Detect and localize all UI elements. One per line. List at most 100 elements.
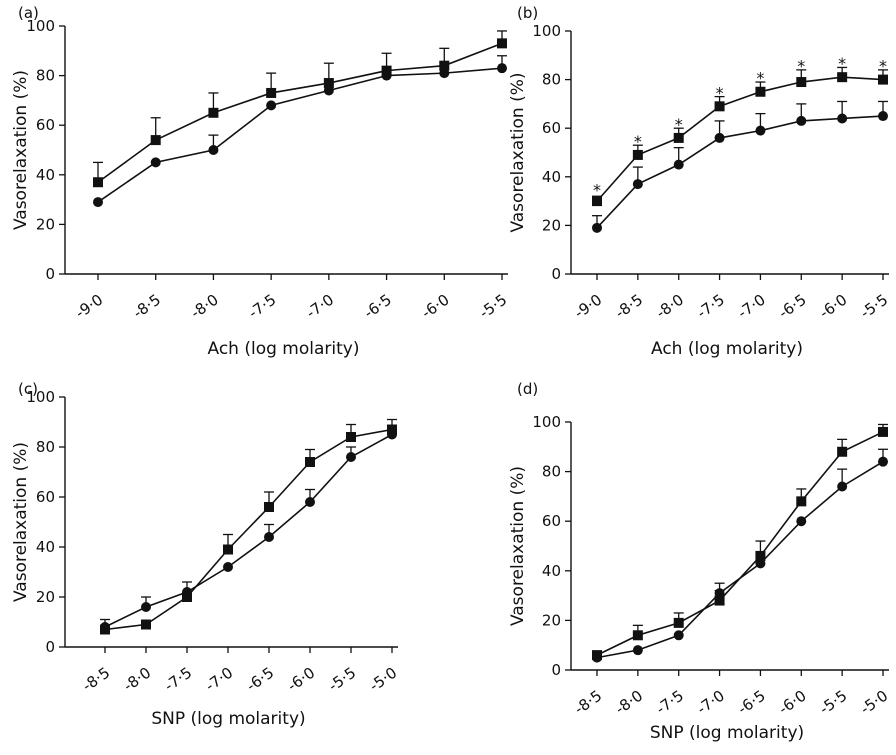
circle-series-line	[97, 67, 503, 203]
y-tick-label: 40	[36, 166, 55, 184]
x-tick-label: -5·5	[476, 291, 510, 323]
y-tick-label: 60	[36, 116, 55, 134]
circle-marker	[223, 562, 233, 572]
x-tick-label: -6·5	[734, 687, 768, 719]
circle-series-line	[104, 433, 393, 628]
circle-marker	[346, 452, 356, 462]
y-axis-title: Vasorelaxation (%)	[508, 72, 528, 232]
circle-marker	[182, 587, 192, 597]
square-marker	[755, 86, 766, 97]
x-tick-label: -6·5	[775, 291, 809, 323]
square-marker	[208, 107, 219, 118]
x-tick-label: -8·0	[653, 291, 687, 323]
circle-marker	[381, 70, 392, 81]
significance-star: *	[756, 69, 764, 88]
circle-series	[592, 100, 888, 233]
y-tick-label: 0	[551, 265, 561, 283]
square-marker	[632, 149, 643, 160]
square-marker	[878, 74, 888, 85]
square-marker	[714, 101, 725, 112]
circle-marker	[755, 558, 766, 569]
circle-marker	[878, 456, 888, 467]
circle-marker	[796, 516, 807, 527]
circle-marker	[150, 157, 161, 168]
circle-marker	[878, 111, 888, 122]
x-axis-title: SNP (log molarity)	[151, 709, 305, 729]
circle-marker	[796, 115, 807, 126]
significance-star: *	[797, 57, 805, 76]
square-series	[592, 423, 888, 661]
significance-star: *	[879, 57, 887, 76]
square-marker	[266, 87, 277, 98]
circle-series-line	[596, 115, 884, 229]
x-tick-label: -7·5	[245, 291, 279, 323]
square-marker	[878, 426, 888, 437]
circle-series-line	[596, 460, 884, 659]
x-tick-label: -7·5	[161, 664, 195, 696]
square-marker	[837, 446, 848, 457]
square-marker	[223, 544, 233, 555]
y-tick-label: 20	[36, 588, 55, 606]
y-tick-label: 40	[542, 562, 561, 580]
x-tick-label: -6·0	[284, 664, 318, 696]
circle-marker	[264, 532, 274, 542]
square-series-line	[104, 428, 393, 631]
circle-marker	[100, 622, 110, 632]
y-tick-label: 100	[26, 17, 55, 35]
square-marker	[264, 502, 274, 512]
y-tick-label: 0	[45, 265, 55, 283]
circle-marker	[592, 652, 602, 663]
x-tick-label: -6·0	[418, 291, 452, 323]
circle-marker	[632, 645, 643, 656]
y-tick-label: 80	[36, 438, 55, 456]
square-series-line	[596, 76, 884, 202]
y-tick-label: 100	[26, 388, 55, 406]
y-tick-label: 60	[542, 512, 561, 530]
square-marker	[323, 78, 334, 89]
significance-star: *	[634, 132, 642, 151]
x-tick-label: -5·5	[857, 291, 891, 323]
circle-series	[93, 55, 507, 208]
significance-star: *	[675, 115, 683, 134]
y-axis-title: Vasorelaxation (%)	[11, 442, 31, 602]
square-marker	[673, 132, 684, 143]
y-tick-label: 100	[532, 413, 561, 431]
y-tick-label: 80	[36, 67, 55, 85]
x-tick-label: -8·5	[130, 291, 164, 323]
significance-star: *	[593, 181, 601, 200]
x-tick-label: -7·0	[734, 291, 768, 323]
y-tick-label: 20	[542, 216, 561, 234]
square-marker	[837, 72, 848, 83]
circle-marker	[837, 481, 848, 492]
y-tick-label: 80	[542, 463, 561, 481]
y-tick-label: 60	[36, 488, 55, 506]
y-tick-label: 80	[542, 71, 561, 89]
x-tick-label: -8·0	[120, 664, 154, 696]
x-tick-label: -5·0	[366, 664, 400, 696]
panel-label: (b)	[517, 4, 538, 22]
x-tick-label: -5·5	[816, 687, 850, 719]
square-marker	[141, 619, 151, 630]
x-tick-label: -5·0	[857, 687, 891, 719]
panel-label: (c)	[18, 380, 38, 398]
y-axis-title: Vasorelaxation (%)	[11, 70, 31, 230]
square-marker	[497, 38, 507, 49]
y-tick-label: 40	[36, 538, 55, 556]
significance-star: *	[716, 83, 724, 102]
y-tick-label: 60	[542, 119, 561, 137]
square-marker	[305, 457, 315, 467]
x-tick-label: -6·0	[775, 687, 809, 719]
y-tick-label: 20	[36, 215, 55, 233]
significance-star: *	[838, 54, 846, 73]
square-marker	[93, 177, 103, 188]
x-tick-label: -7·0	[303, 291, 337, 323]
circle-marker	[208, 145, 219, 155]
square-marker	[592, 196, 602, 207]
y-tick-label: 100	[532, 22, 561, 40]
circle-marker	[837, 113, 848, 124]
